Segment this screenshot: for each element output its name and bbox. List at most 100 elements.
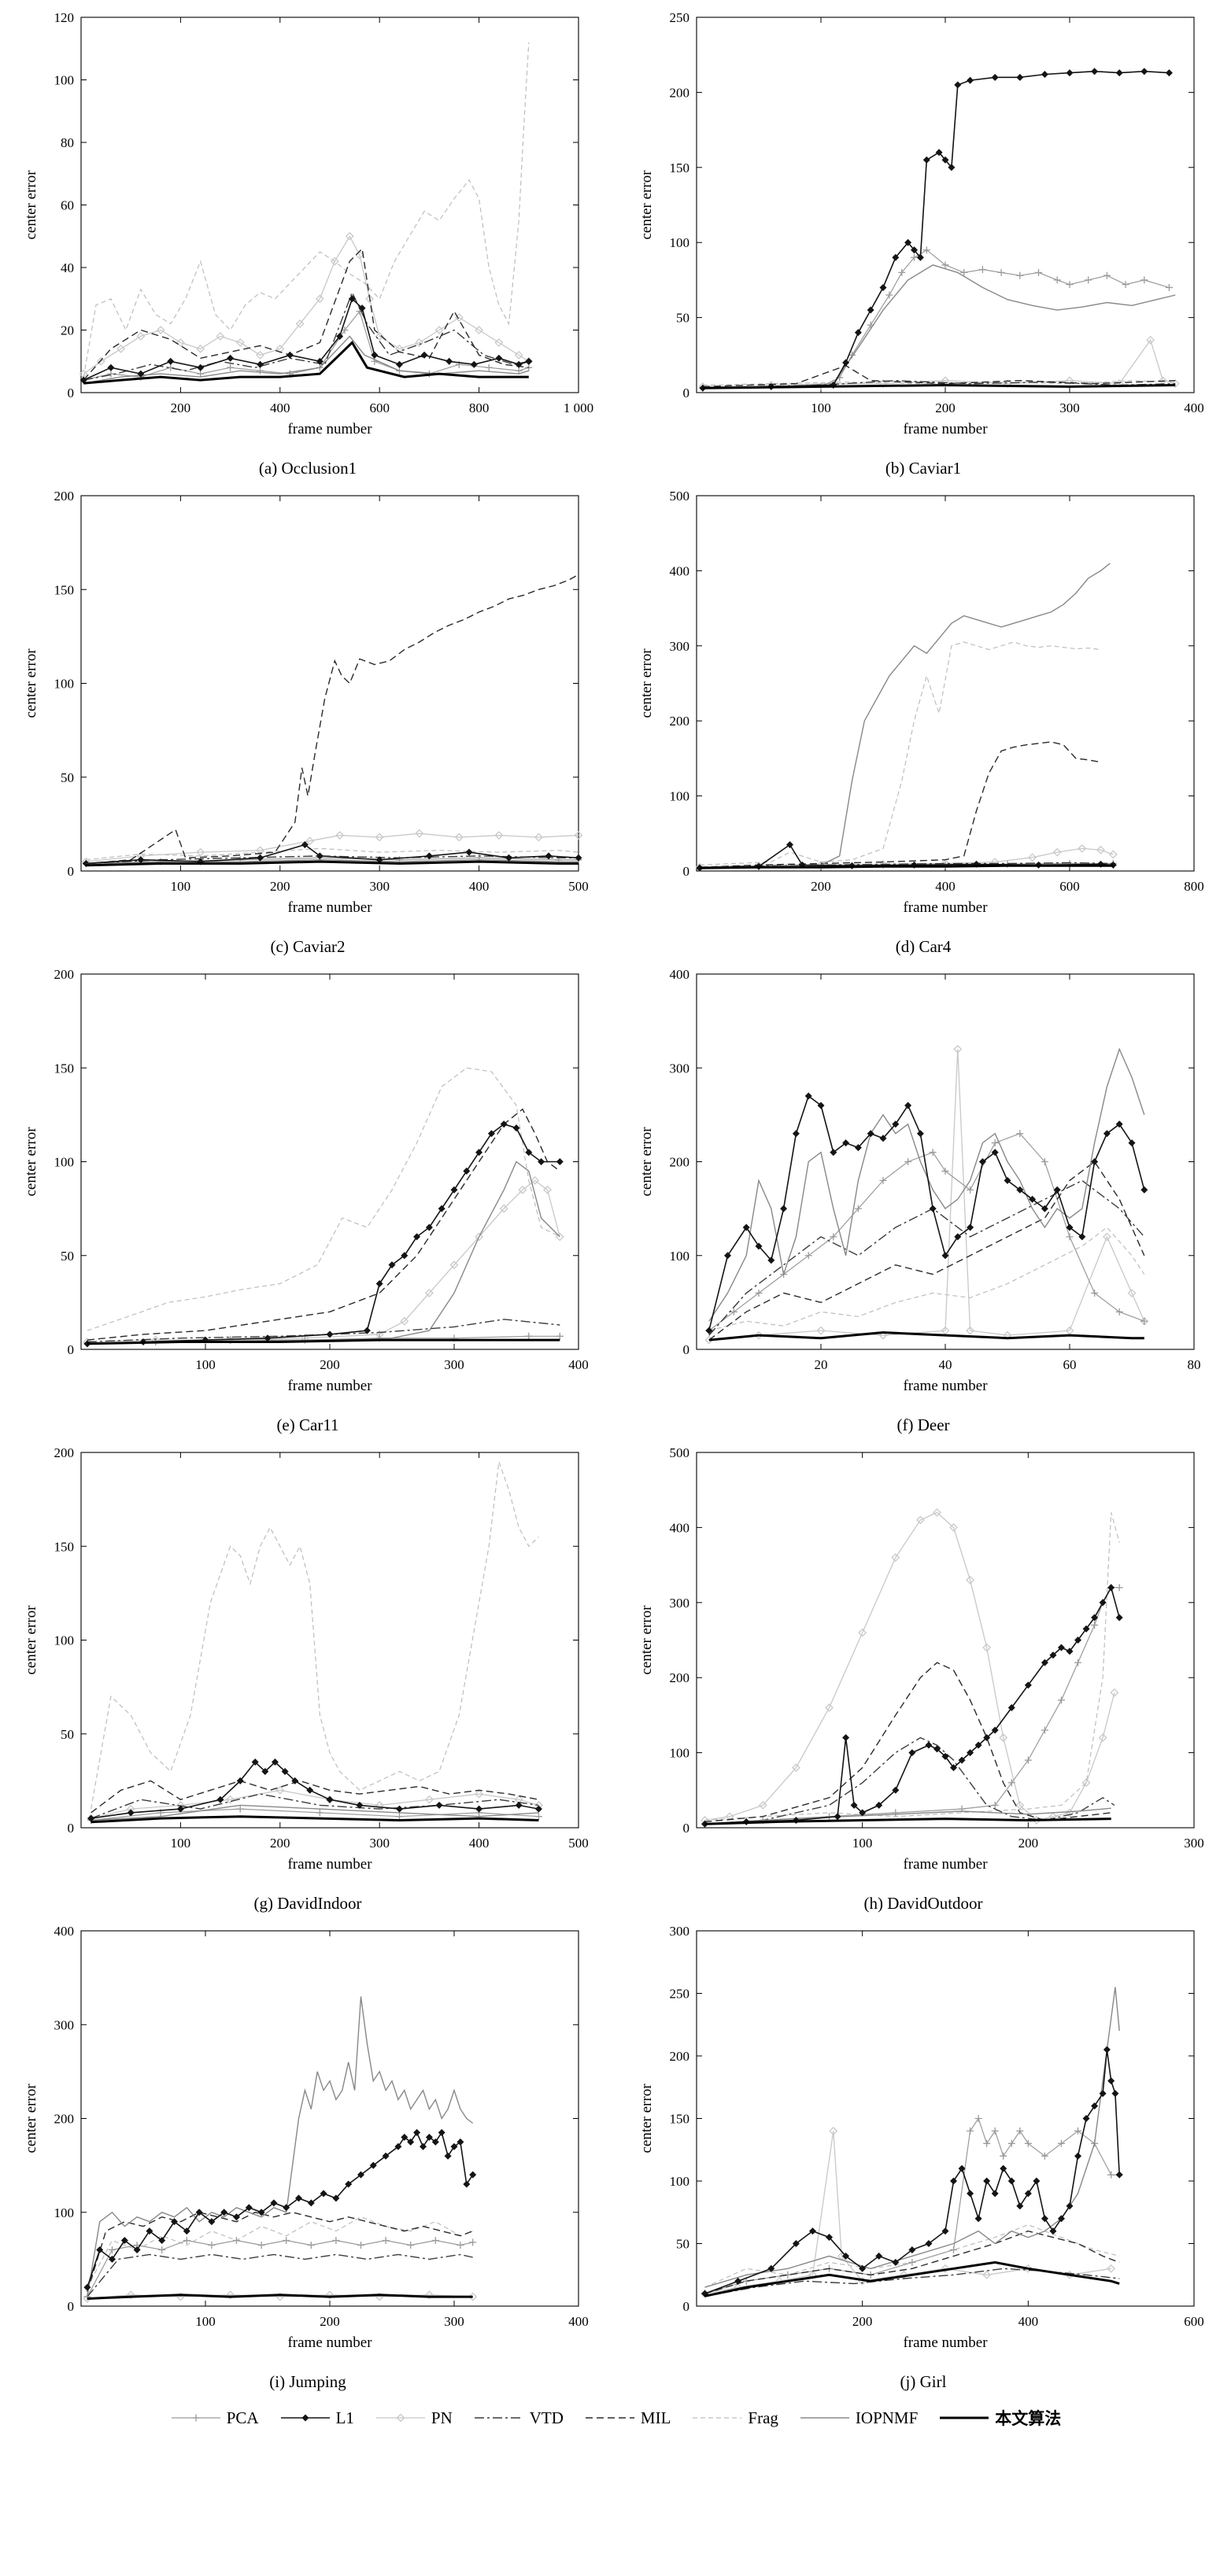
- chart-deer: 20 40 60 80 0 100 200 300 400 frame number center …: [616, 961, 1231, 1435]
- svg-text:100: 100: [670, 789, 690, 804]
- legend-label-iopnmf: IOPNMF: [855, 2408, 919, 2427]
- svg-text:0: 0: [683, 2299, 690, 2314]
- svg-text:200: 200: [320, 1357, 340, 1372]
- svg-text:center error: center error: [638, 1605, 655, 1675]
- svg-text:400: 400: [670, 1520, 690, 1535]
- legend-line-sample-icon-l1: [280, 2414, 330, 2422]
- svg-text:frame number: frame number: [287, 2334, 372, 2351]
- svg-text:400: 400: [670, 563, 690, 578]
- svg-text:20: 20: [815, 1357, 828, 1372]
- svg-text:0: 0: [683, 386, 690, 400]
- svg-text:100: 100: [852, 1836, 873, 1851]
- legend-line-sample-icon-mil: [585, 2417, 634, 2419]
- chart-canvas-caviar1: 100 200 300 400 0 50 100 150 200 250 frame number c…: [638, 10, 1204, 437]
- svg-text:100: 100: [195, 2314, 216, 2329]
- svg-text:100: 100: [670, 1249, 690, 1264]
- svg-text:300: 300: [54, 2017, 75, 2032]
- svg-text:200: 200: [670, 714, 690, 729]
- svg-text:100: 100: [195, 1357, 216, 1372]
- svg-text:center error: center error: [23, 2083, 39, 2153]
- svg-text:200: 200: [935, 400, 956, 415]
- svg-text:center error: center error: [23, 170, 39, 240]
- svg-text:200: 200: [270, 1836, 290, 1851]
- svg-text:150: 150: [54, 1061, 75, 1076]
- svg-text:frame number: frame number: [903, 2334, 988, 2351]
- chart-canvas-girl: 200 400 600 0 50 100 150 200 250 300 frame number c…: [638, 1924, 1204, 2351]
- chart-occlusion1: 200 400 600 800 1 000 0 20 40 60 80 100 120 frame nu…: [0, 5, 616, 478]
- chart-caption-girl: (j) Girl: [900, 2372, 947, 2391]
- chart-caption-deer: (f) Deer: [896, 1415, 950, 1434]
- svg-text:200: 200: [811, 879, 831, 894]
- svg-text:center error: center error: [638, 170, 655, 240]
- legend-item-frag: Frag: [691, 2408, 778, 2428]
- chart-davidoutdoor: 100 200 300 0 100 200 300 400 500 frame number cen…: [616, 1440, 1231, 1914]
- svg-text:250: 250: [670, 10, 690, 25]
- svg-text:200: 200: [270, 879, 290, 894]
- svg-text:200: 200: [54, 967, 75, 982]
- svg-text:60: 60: [1063, 1357, 1077, 1372]
- svg-text:40: 40: [61, 260, 74, 275]
- svg-text:100: 100: [171, 879, 191, 894]
- chart-canvas-caviar2: 100 200 300 400 500 0 50 100 150 200 frame number c…: [23, 489, 589, 916]
- svg-text:20: 20: [61, 323, 74, 338]
- svg-text:500: 500: [670, 489, 690, 504]
- svg-text:300: 300: [1059, 400, 1080, 415]
- svg-text:300: 300: [670, 1924, 690, 1939]
- svg-text:50: 50: [61, 1727, 74, 1742]
- legend-label-l1: L1: [335, 2408, 354, 2427]
- legend-line-sample-icon-pca: [171, 2414, 220, 2422]
- svg-text:300: 300: [369, 1836, 390, 1851]
- svg-text:200: 200: [670, 1670, 690, 1685]
- svg-text:600: 600: [1184, 2314, 1204, 2329]
- svg-text:0: 0: [68, 1342, 75, 1357]
- legend-item-iopnmf: IOPNMF: [799, 2408, 918, 2428]
- svg-text:400: 400: [1018, 2314, 1039, 2329]
- legend-item-pn: PN: [375, 2408, 453, 2428]
- chart-caption-caviar2: (c) Caviar2: [270, 937, 346, 956]
- svg-text:300: 300: [1184, 1836, 1204, 1851]
- legend-label-proposed: 本文算法: [995, 2409, 1062, 2428]
- svg-text:500: 500: [568, 1836, 589, 1851]
- svg-text:100: 100: [670, 235, 690, 250]
- svg-text:center error: center error: [23, 648, 39, 718]
- svg-text:200: 200: [54, 1445, 75, 1460]
- svg-text:100: 100: [54, 1633, 75, 1648]
- svg-text:400: 400: [935, 879, 956, 894]
- legend-line-sample-icon-proposed: [940, 2416, 989, 2419]
- svg-text:120: 120: [54, 10, 75, 25]
- svg-text:100: 100: [811, 400, 831, 415]
- legend-label-mil: MIL: [640, 2408, 671, 2427]
- svg-text:40: 40: [939, 1357, 952, 1372]
- svg-text:60: 60: [61, 198, 74, 213]
- chart-caption-caviar1: (b) Caviar1: [885, 459, 962, 478]
- svg-text:150: 150: [670, 2112, 690, 2127]
- figure-grid: 200 400 600 800 1 000 0 20 40 60 80 100 120 frame nu…: [0, 5, 1231, 2391]
- svg-text:1 000: 1 000: [564, 400, 593, 415]
- svg-text:400: 400: [54, 1924, 75, 1939]
- svg-text:frame number: frame number: [903, 899, 988, 916]
- svg-text:frame number: frame number: [903, 1378, 988, 1394]
- chart-caption-car11: (e) Car11: [276, 1415, 339, 1434]
- svg-text:200: 200: [670, 85, 690, 100]
- svg-text:center error: center error: [23, 1605, 39, 1675]
- svg-text:center error: center error: [23, 1127, 39, 1197]
- legend-label-pn: PN: [431, 2408, 453, 2427]
- chart-caption-occlusion1: (a) Occlusion1: [258, 459, 357, 478]
- svg-text:400: 400: [1184, 400, 1204, 415]
- svg-text:50: 50: [61, 1249, 74, 1264]
- chart-caviar2: 100 200 300 400 500 0 50 100 150 200 frame number c…: [0, 483, 616, 957]
- svg-text:0: 0: [68, 2299, 75, 2314]
- chart-canvas-car11: 100 200 300 400 0 50 100 150 200 frame number cent…: [23, 967, 589, 1394]
- chart-davidindoor: 100 200 300 400 500 0 50 100 150 200 frame number c…: [0, 1440, 616, 1914]
- svg-text:200: 200: [320, 2314, 340, 2329]
- svg-text:frame number: frame number: [903, 1856, 988, 1873]
- svg-text:200: 200: [670, 1155, 690, 1170]
- chart-canvas-davidoutdoor: 100 200 300 0 100 200 300 400 500 frame number cen…: [638, 1445, 1204, 1873]
- svg-text:center error: center error: [638, 648, 655, 718]
- chart-canvas-davidindoor: 100 200 300 400 500 0 50 100 150 200 frame number c…: [23, 1445, 589, 1873]
- chart-canvas-deer: 20 40 60 80 0 100 200 300 400 frame number center …: [638, 967, 1201, 1394]
- svg-text:300: 300: [444, 2314, 464, 2329]
- chart-caption-jumping: (i) Jumping: [269, 2372, 346, 2391]
- svg-text:0: 0: [683, 1342, 690, 1357]
- svg-text:400: 400: [568, 2314, 589, 2329]
